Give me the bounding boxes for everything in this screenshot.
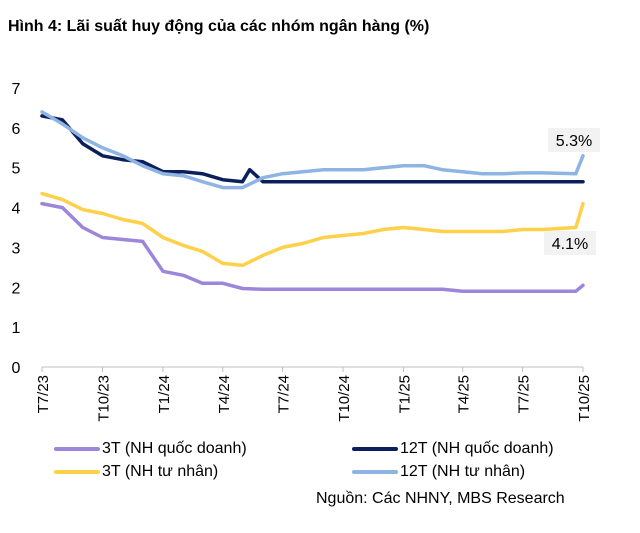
data-label-box (544, 231, 596, 255)
x-tick-label: T10/24 (336, 375, 353, 422)
legend-label: 12T (NH quốc doanh) (400, 440, 554, 457)
legend-label: 3T (NH tư nhân) (102, 463, 219, 480)
chart-title: Hình 4: Lãi suất huy động của các nhóm n… (8, 18, 430, 35)
legend-swatch (352, 447, 398, 451)
x-tick-label: T4/25 (456, 375, 473, 413)
legend-item-3t-private: 3T (NH tư nhân) (54, 463, 218, 481)
line-chart: 0 1 2 3 4 5 6 7 T7/23 T10/23 T1/24 T4/24 T7/24 T10/24… (12, 81, 600, 422)
y-tick-label: 1 (12, 320, 21, 337)
y-tick-label: 0 (12, 360, 21, 377)
y-tick-label: 3 (12, 240, 21, 257)
series-line-1 (40, 114, 585, 184)
y-tick-label: 2 (12, 280, 21, 297)
y-tick-label: 4 (12, 201, 21, 218)
source-note: Nguồn: Các NHNY, MBS Research (316, 490, 565, 507)
x-tick-label: T1/24 (156, 375, 173, 413)
y-tick-label: 6 (12, 121, 21, 138)
x-tick-label: T4/24 (216, 375, 233, 413)
x-tick-label: T10/23 (95, 375, 112, 422)
legend-item-12t-private: 12T (NH tư nhân) (352, 463, 525, 481)
legend-item-3t-state: 3T (NH quốc doanh) (54, 440, 247, 458)
legend-label: 12T (NH tư nhân) (400, 463, 526, 480)
legend-swatch (54, 447, 100, 451)
legend-label: 3T (NH quốc doanh) (102, 440, 247, 457)
series-line-3 (40, 110, 585, 190)
data-label-box (548, 128, 600, 152)
legend-swatch (54, 470, 100, 474)
legend-swatch (352, 470, 398, 474)
x-tick-label: T1/25 (397, 375, 414, 413)
data-label: 4.1% (552, 236, 588, 253)
series-line-0 (40, 201, 585, 294)
legend-item-12t-state: 12T (NH quốc doanh) (352, 440, 554, 458)
x-tick-label: T7/24 (276, 375, 293, 413)
x-tick-label: T7/23 (35, 375, 52, 413)
series-line-2 (40, 191, 585, 268)
x-tick-label: T7/25 (516, 375, 533, 413)
data-label: 5.3% (556, 133, 592, 150)
y-tick-label: 7 (12, 81, 21, 98)
y-tick-label: 5 (12, 161, 21, 178)
x-tick-label: T10/25 (576, 375, 593, 422)
